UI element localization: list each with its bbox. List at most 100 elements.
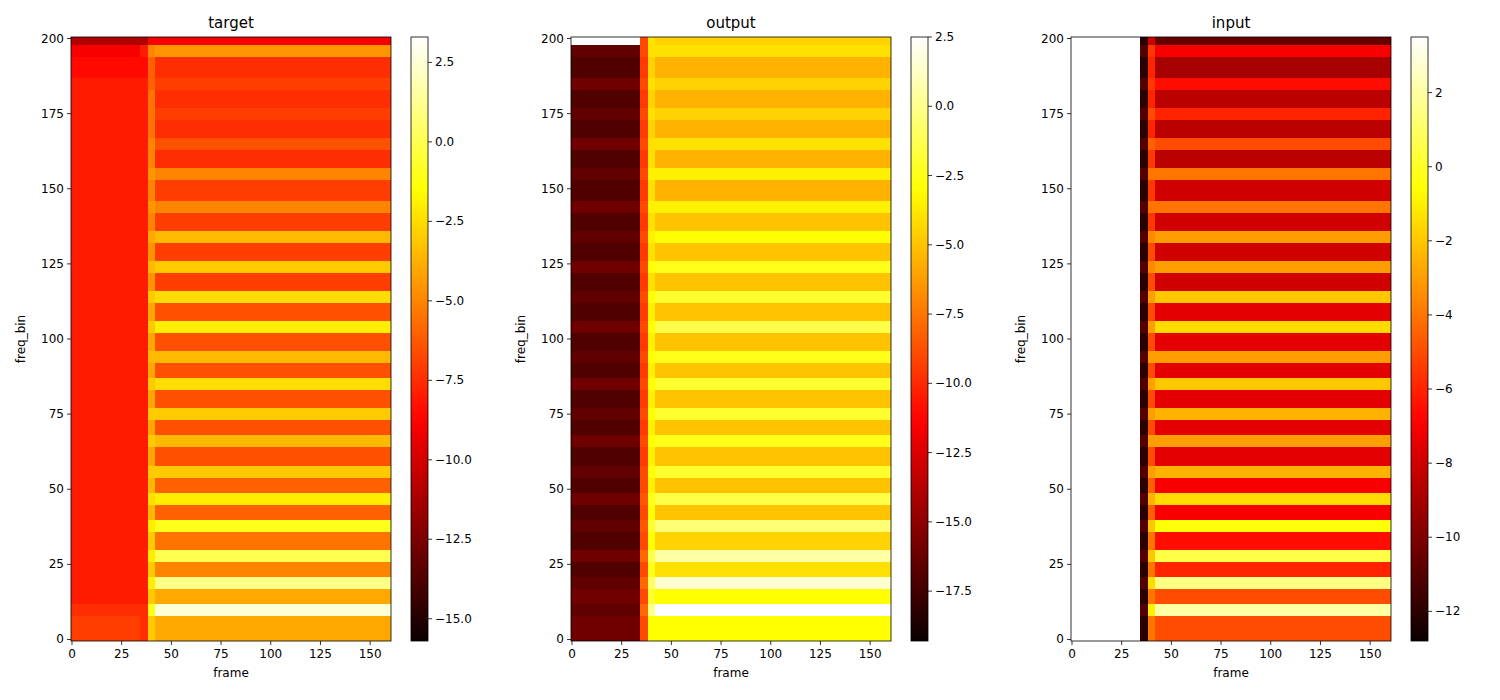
heatmap-cell [1071, 57, 1140, 78]
heatmap-cell [1155, 261, 1391, 273]
heatmap-cell [655, 321, 891, 333]
heatmap-cell [140, 120, 148, 138]
heatmap-cell [640, 201, 648, 213]
y-tick [67, 263, 71, 264]
x-tick-label: 75 [713, 647, 728, 661]
heatmap-cell [655, 390, 891, 408]
heatmap-cell [140, 447, 148, 465]
heatmap-cell [71, 45, 140, 57]
heatmap-cell [1155, 378, 1391, 390]
heatmap-cell [1155, 57, 1391, 78]
heatmap-cell [655, 261, 891, 273]
heatmap-cell [655, 243, 891, 261]
heatmap-cell [571, 201, 640, 213]
heatmap-cell [1140, 231, 1148, 243]
heatmap-cell [1071, 615, 1140, 641]
heatmap-cell [155, 108, 391, 120]
heatmap-cell [140, 378, 148, 390]
y-tick [1067, 263, 1071, 264]
heatmap-cell [148, 363, 156, 378]
y-tick-label: 125 [1041, 257, 1064, 271]
heatmap-cell [140, 492, 148, 504]
heatmap-cell [155, 561, 391, 576]
heatmap-cell [140, 303, 148, 321]
heatmap-cell [1148, 303, 1156, 321]
heatmap-cell [648, 531, 656, 549]
colorbar-tick-label: −2.5 [435, 214, 464, 228]
colorbar-tick-label: −2.5 [935, 169, 964, 183]
y-tick [567, 414, 571, 415]
heatmap-cell [1155, 201, 1391, 213]
heatmap-cell [640, 603, 648, 615]
x-tick-label: 100 [759, 647, 782, 661]
heatmap-cell [148, 150, 156, 168]
heatmap-cell [1140, 120, 1148, 138]
heatmap-cell [1148, 90, 1156, 108]
heatmap-cell [655, 576, 891, 588]
colorbar-tick [928, 314, 932, 315]
colorbar-tick-label: 2.5 [935, 30, 954, 44]
colorbar-tick [428, 618, 432, 619]
heatmap-cell [640, 363, 648, 378]
heatmap-cell [155, 180, 391, 201]
x-tick [770, 641, 771, 645]
heatmap-cell [155, 231, 391, 243]
heatmap-cell [155, 549, 391, 561]
heatmap-cell [648, 492, 656, 504]
heatmap-cell [1140, 138, 1148, 150]
heatmap-cell [140, 588, 148, 603]
heatmap-cell [155, 273, 391, 291]
heatmap-cell [155, 57, 391, 78]
colorbar-tick-label: −12.5 [935, 446, 972, 460]
heatmap-cell [640, 150, 648, 168]
heatmap-cell [148, 378, 156, 390]
colorbar-tick-label: 2.5 [435, 55, 454, 69]
heatmap-cell [571, 504, 640, 519]
heatmap-cell [140, 561, 148, 576]
heatmap-cell [1140, 588, 1148, 603]
y-axis-label: freq_bin [14, 315, 28, 363]
x-tick [1270, 641, 1271, 645]
colorbar-tick [1428, 537, 1432, 538]
y-tick [567, 113, 571, 114]
heatmap-cell [1148, 180, 1156, 201]
panel: 02550751001251500255075100125150175200ta… [14, 14, 472, 680]
heatmap-cell [571, 378, 640, 390]
heatmap-cell [1140, 519, 1148, 531]
heatmap-cell [648, 576, 656, 588]
heatmap-cell [1140, 447, 1148, 465]
y-tick [67, 113, 71, 114]
y-tick-label: 50 [1049, 482, 1064, 496]
x-tick-label: 125 [809, 647, 832, 661]
heatmap-cell [1140, 150, 1148, 168]
y-tick-label: 100 [1041, 332, 1064, 346]
heatmap-cell [155, 78, 391, 90]
heatmap-cell [71, 168, 140, 180]
heatmap-cell [640, 108, 648, 120]
heatmap-cell [155, 408, 391, 420]
heatmap-cell [1155, 504, 1391, 519]
heatmap-cell [155, 447, 391, 465]
heatmap-cell [155, 261, 391, 273]
heatmap-cell [655, 603, 891, 615]
heatmap-cell [71, 351, 140, 363]
heatmap-cell [1071, 531, 1140, 549]
heatmap-cell [140, 615, 148, 641]
heatmap-cell [640, 504, 648, 519]
x-tick-label: 100 [259, 647, 282, 661]
heatmap-cell [640, 243, 648, 261]
y-tick [67, 339, 71, 340]
heatmap-cell [1155, 477, 1391, 492]
heatmap-cell [640, 273, 648, 291]
heatmap-cell [148, 447, 156, 465]
heatmap-cell [571, 561, 640, 576]
heatmap-cell [1155, 138, 1391, 150]
heatmap-cell [1155, 492, 1391, 504]
x-tick [671, 641, 672, 645]
heatmap-cell [140, 180, 148, 201]
x-axis-label: frame [713, 666, 749, 680]
heatmap-cell [1140, 273, 1148, 291]
heatmap-cell [140, 390, 148, 408]
heatmap-cell [571, 390, 640, 408]
y-tick [67, 489, 71, 490]
